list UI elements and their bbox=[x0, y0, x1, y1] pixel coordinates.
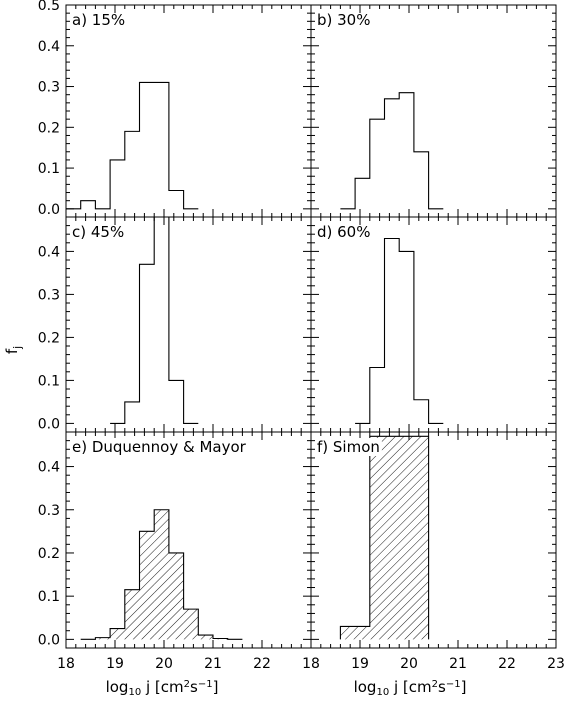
x-tick-label-f: 22 bbox=[498, 656, 516, 672]
bar-e-2 bbox=[110, 628, 125, 640]
panel-frame-b bbox=[310, 4, 557, 218]
y-tick-label-c: 0.1 bbox=[38, 373, 60, 389]
x-label-right-sup2: −1 bbox=[446, 679, 461, 690]
y-tick-label-e: 0.1 bbox=[38, 589, 60, 605]
y-tick-label-c: 0.4 bbox=[38, 244, 60, 260]
x-tick-label-f: 20 bbox=[400, 656, 418, 672]
y-tick-label-a: 0.5 bbox=[38, 0, 60, 14]
x-tick-label-f: 23 bbox=[547, 656, 565, 672]
x-tick-label-f: 18 bbox=[302, 656, 320, 672]
bar-e-8 bbox=[198, 635, 213, 640]
histogram-outline-f bbox=[339, 435, 430, 640]
y-tick-label-a: 0.2 bbox=[38, 120, 60, 136]
x-label-left-sup2: −1 bbox=[198, 679, 213, 690]
y-tick-label-a: 0.0 bbox=[38, 202, 60, 218]
x-label-left-pre: log bbox=[106, 678, 129, 696]
panel-c: 0.0 0.1 0.2 0.3 0.4 c) 45% bbox=[38, 216, 312, 433]
bar-e-4 bbox=[139, 531, 155, 640]
y-axis-label-sub: j bbox=[11, 346, 24, 350]
bar-f-1 bbox=[369, 436, 429, 640]
x-label-left-mid: j [cm bbox=[141, 678, 183, 696]
x-label-right-post: ] bbox=[461, 678, 467, 696]
panel-title-e: e) Duquennoy & Mayor bbox=[72, 438, 247, 456]
x-label-left-sub: 10 bbox=[128, 687, 141, 698]
bar-f-0 bbox=[340, 626, 370, 640]
panel-title-f: f) Simon bbox=[317, 438, 380, 456]
histogram-outline-d bbox=[355, 237, 444, 424]
x-tick-label-f: 19 bbox=[351, 656, 369, 672]
panel-title-c: c) 45% bbox=[72, 223, 124, 241]
panel-frame-a bbox=[65, 4, 312, 218]
panel-frame-f bbox=[310, 431, 557, 649]
x-tick-label-e: 21 bbox=[204, 656, 222, 672]
x-label-right-pre: log bbox=[354, 678, 377, 696]
panel-frame-d bbox=[310, 216, 557, 433]
x-tick-label-e: 19 bbox=[106, 656, 124, 672]
panel-title-bg-f bbox=[316, 438, 382, 456]
y-tick-label-e: 0.0 bbox=[38, 632, 60, 648]
panels-group: 0.00.10.20.30.40.5a) 15% b) 30%0.00.10.20… bbox=[38, 0, 565, 672]
x-tick-label-e: 18 bbox=[57, 656, 75, 672]
y-axis-label: fj bbox=[3, 346, 24, 354]
x-tick-label-e: 20 bbox=[155, 656, 173, 672]
panel-frame-c bbox=[65, 216, 312, 433]
y-tick-label-a: 0.1 bbox=[38, 161, 60, 177]
y-tick-label-c: 0.3 bbox=[38, 287, 60, 303]
panel-title-b: b) 30% bbox=[317, 11, 370, 29]
x-tick-label-f: 21 bbox=[449, 656, 467, 672]
x-axis-label-left: log10 j [cm2s−1] bbox=[106, 678, 219, 698]
histogram-outline-e bbox=[80, 509, 243, 640]
y-tick-label-c: 0.0 bbox=[38, 416, 60, 432]
x-label-left-sup1: 2 bbox=[184, 679, 190, 690]
histogram-outline-a bbox=[66, 81, 199, 210]
bar-e-5 bbox=[154, 509, 169, 640]
x-label-right-mid2: s bbox=[438, 678, 446, 696]
y-tick-label-e: 0.3 bbox=[38, 503, 60, 519]
panel-a: 0.0 0.1 0.2 0.3 0.4 0.5 a) 15% bbox=[38, 0, 312, 218]
x-label-right-sup1: 2 bbox=[432, 679, 438, 690]
panel-b: b) 30% bbox=[310, 4, 557, 218]
x-label-left-mid2: s bbox=[190, 678, 198, 696]
x-label-left-post: ] bbox=[213, 678, 219, 696]
x-label-right-sub: 10 bbox=[376, 687, 389, 698]
x-axis-label-right: log10 j [cm2s−1] bbox=[354, 678, 467, 698]
bar-e-1 bbox=[95, 637, 111, 640]
panel-e: 0.0 0.1 0.2 0.3 0.4 18 19 20 21 22 e) Duquennoy & … bbox=[38, 431, 312, 672]
panel-title-bg-e bbox=[71, 438, 249, 456]
y-tick-label-e: 0.4 bbox=[38, 460, 60, 476]
bar-e-3 bbox=[124, 589, 140, 640]
panel-title-d: d) 60% bbox=[317, 223, 370, 241]
y-tick-label-e: 0.2 bbox=[38, 546, 60, 562]
bar-e-7 bbox=[183, 609, 199, 640]
y-axis-label-main: f bbox=[3, 348, 21, 354]
panel-f: 18 19 20 21 22 23 f) Simon bbox=[302, 431, 565, 672]
panel-title-a: a) 15% bbox=[72, 11, 125, 29]
y-tick-label-c: 0.2 bbox=[38, 330, 60, 346]
histogram-outline-c bbox=[110, 216, 199, 424]
y-tick-label-a: 0.3 bbox=[38, 80, 60, 96]
histogram-outline-b bbox=[340, 92, 444, 210]
panel-d: d) 60% bbox=[310, 216, 557, 433]
x-tick-label-e: 22 bbox=[253, 656, 271, 672]
bar-e-6 bbox=[168, 552, 184, 640]
y-tick-label-a: 0.4 bbox=[38, 39, 60, 55]
x-label-right-mid: j [cm bbox=[389, 678, 431, 696]
